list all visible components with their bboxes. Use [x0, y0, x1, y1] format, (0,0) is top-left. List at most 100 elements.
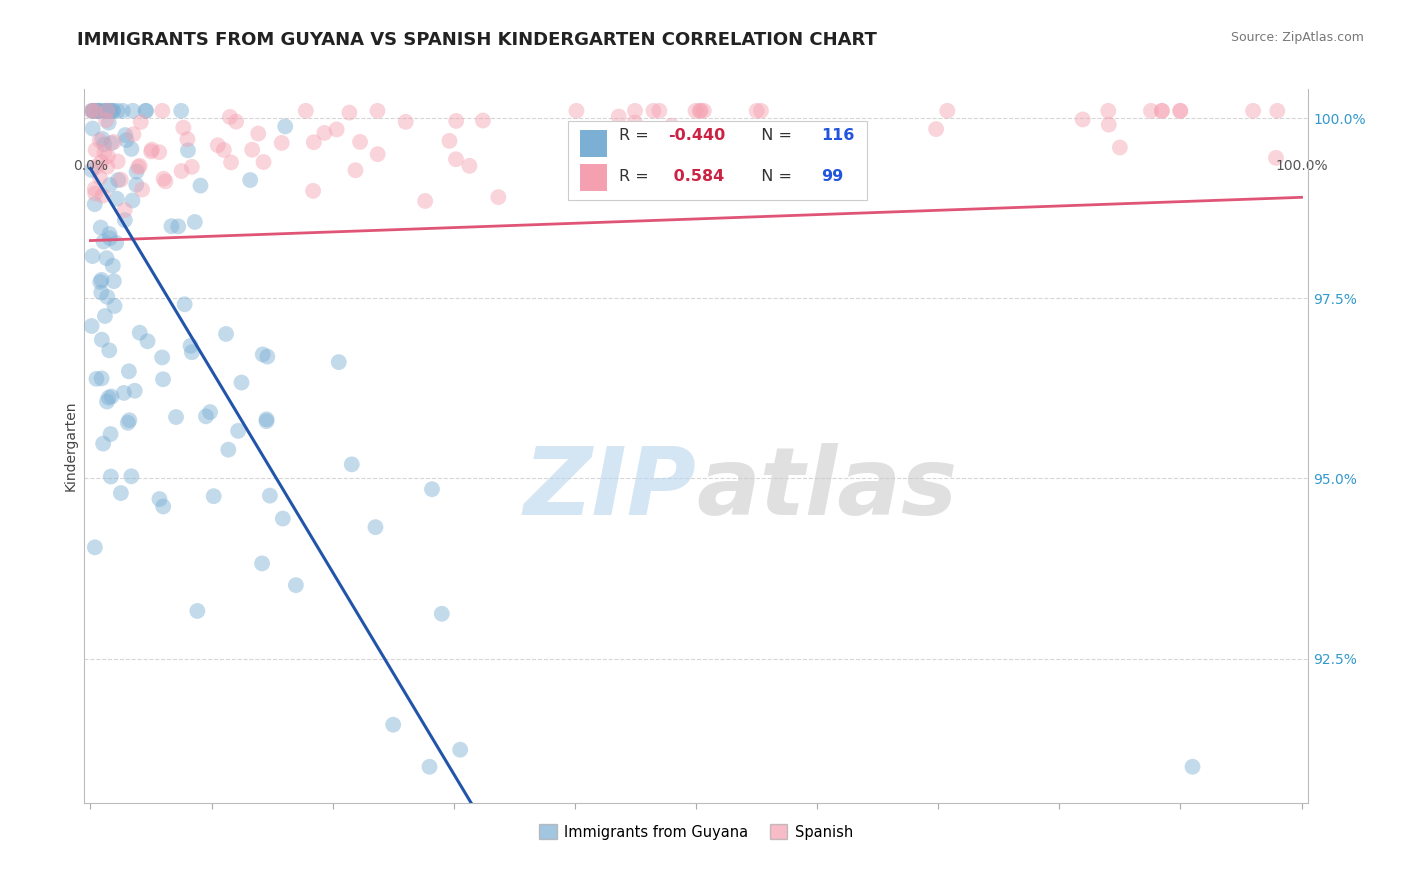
Point — [1181, 760, 1204, 774]
Point — [120, 142, 142, 156]
Point — [96, 103, 118, 118]
Point — [270, 136, 292, 150]
Point — [97, 103, 120, 118]
Point — [100, 103, 122, 118]
Point — [94, 309, 117, 323]
Point — [256, 412, 278, 426]
Point — [1098, 118, 1121, 132]
Point — [98, 178, 121, 192]
Point — [89, 134, 111, 148]
Point — [177, 144, 200, 158]
Point — [86, 103, 108, 118]
Point — [100, 136, 122, 150]
Point — [449, 742, 471, 756]
Point — [152, 500, 174, 514]
Point — [1108, 140, 1130, 154]
Point — [420, 482, 443, 496]
Point — [98, 103, 121, 118]
Point — [458, 159, 481, 173]
Point — [114, 128, 136, 142]
Point — [190, 178, 212, 193]
Point — [121, 194, 143, 208]
Point — [256, 350, 278, 364]
Point — [93, 235, 115, 249]
Point — [259, 489, 281, 503]
Point — [339, 105, 361, 120]
Point — [1265, 151, 1288, 165]
Point — [89, 275, 111, 289]
Point — [91, 436, 114, 450]
Point — [731, 153, 754, 168]
Point — [366, 103, 388, 118]
Point — [103, 274, 125, 288]
Point — [225, 114, 247, 128]
Point — [685, 103, 707, 118]
Point — [382, 717, 405, 731]
Legend: Immigrants from Guyana, Spanish: Immigrants from Guyana, Spanish — [533, 818, 859, 846]
Point — [124, 384, 146, 398]
Point — [274, 120, 297, 134]
Point — [84, 103, 107, 118]
Point — [86, 160, 108, 174]
Point — [94, 113, 117, 128]
Bar — [579, 130, 606, 157]
Point — [90, 333, 112, 347]
Point — [681, 137, 703, 152]
Point — [643, 103, 665, 118]
Point — [134, 103, 156, 118]
Point — [340, 458, 363, 472]
Point — [110, 486, 132, 500]
Point — [430, 607, 453, 621]
Point — [302, 184, 325, 198]
Point — [367, 147, 389, 161]
Point — [1140, 103, 1163, 118]
Text: 100.0%: 100.0% — [1275, 159, 1327, 173]
Point — [444, 114, 467, 128]
Point — [749, 103, 772, 118]
Point — [101, 103, 124, 118]
Point — [101, 103, 124, 118]
Point — [93, 103, 115, 118]
Point — [141, 143, 163, 157]
Point — [1168, 103, 1191, 118]
Point — [328, 355, 350, 369]
Point — [80, 103, 103, 118]
Point — [129, 115, 152, 129]
Point — [215, 326, 238, 341]
Point — [773, 128, 796, 142]
Point — [112, 385, 135, 400]
Point — [239, 173, 262, 187]
Point — [90, 220, 112, 235]
Point — [226, 424, 249, 438]
Point — [364, 520, 387, 534]
Point — [693, 103, 716, 118]
Point — [349, 135, 371, 149]
Bar — [579, 164, 606, 191]
Point — [170, 164, 193, 178]
Text: ZIP: ZIP — [523, 442, 696, 535]
Point — [91, 188, 114, 202]
Point — [118, 364, 141, 378]
Point — [97, 391, 120, 405]
Text: N =: N = — [751, 169, 797, 184]
Point — [167, 219, 190, 234]
Point — [84, 186, 107, 201]
Point — [90, 273, 112, 287]
Point — [689, 103, 711, 118]
Point — [212, 143, 235, 157]
Point — [761, 150, 783, 164]
Point — [271, 511, 294, 525]
Point — [148, 491, 170, 506]
Point — [314, 126, 336, 140]
Point — [152, 171, 174, 186]
Point — [96, 394, 118, 409]
Point — [152, 372, 174, 386]
Point — [240, 143, 263, 157]
Point — [186, 604, 208, 618]
Point — [1241, 103, 1264, 118]
Point — [90, 371, 112, 385]
Text: atlas: atlas — [696, 442, 957, 535]
Point — [284, 578, 307, 592]
Point — [583, 186, 606, 200]
Point — [83, 103, 105, 118]
